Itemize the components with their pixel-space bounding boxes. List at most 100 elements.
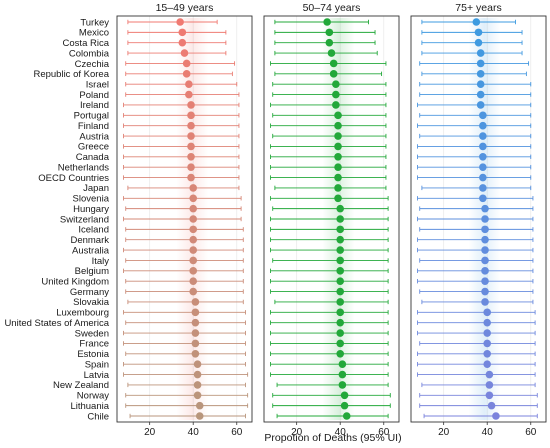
- estimate-point: [189, 267, 198, 275]
- estimate-point: [189, 225, 198, 234]
- country-label: Poland: [79, 90, 109, 101]
- estimate-point: [187, 152, 195, 161]
- estimate-point: [176, 18, 184, 26]
- estimate-point: [483, 308, 492, 317]
- estimate-point: [479, 132, 487, 140]
- estimate-point: [476, 101, 485, 109]
- estimate-point: [189, 256, 198, 265]
- country-label: Switzerland: [60, 214, 109, 225]
- estimate-point: [483, 349, 492, 358]
- estimate-point: [191, 349, 200, 358]
- country-label: Finland: [78, 121, 109, 132]
- estimate-point: [187, 132, 195, 140]
- estimate-point: [479, 121, 487, 130]
- estimate-point: [191, 329, 200, 337]
- estimate-point: [334, 121, 342, 130]
- estimate-point: [325, 38, 334, 47]
- estimate-point: [334, 142, 342, 151]
- estimate-point: [336, 204, 345, 213]
- x-tick-label: 20: [438, 427, 450, 438]
- x-tick-label: 40: [482, 427, 494, 438]
- country-label: Norway: [77, 391, 109, 402]
- country-label: Luxembourg: [56, 308, 109, 319]
- country-label: Greece: [78, 142, 109, 153]
- country-label: Netherlands: [58, 162, 109, 173]
- country-label: Belgium: [75, 266, 109, 277]
- country-label: Italy: [92, 256, 110, 267]
- country-label: United States of America: [4, 318, 109, 329]
- estimate-point: [189, 235, 198, 244]
- estimate-point: [476, 70, 485, 78]
- estimate-point: [474, 28, 483, 37]
- estimate-point: [329, 59, 338, 68]
- country-label: Germany: [70, 287, 109, 298]
- estimate-point: [479, 184, 487, 192]
- estimate-point: [334, 173, 342, 182]
- estimate-point: [481, 204, 489, 213]
- estimate-point: [479, 163, 487, 171]
- panel-border: [116, 15, 253, 423]
- country-label: Australia: [72, 245, 110, 256]
- country-label: Slovenia: [73, 194, 110, 205]
- estimate-point: [187, 111, 195, 120]
- estimate-point: [338, 360, 347, 368]
- estimate-point: [483, 339, 492, 348]
- estimate-point: [481, 246, 489, 254]
- estimate-point: [189, 204, 198, 213]
- x-tick-label: 60: [231, 427, 243, 438]
- estimate-point: [336, 225, 345, 234]
- panel-title: 50–74 years: [303, 2, 361, 14]
- estimate-point: [187, 142, 195, 151]
- estimate-point: [485, 391, 494, 400]
- estimate-point: [189, 246, 198, 254]
- estimate-point: [479, 152, 487, 161]
- country-label: Spain: [85, 359, 109, 370]
- estimate-point: [474, 38, 483, 47]
- country-label: Costa Rica: [63, 38, 110, 49]
- estimate-point: [336, 308, 345, 317]
- estimate-point: [336, 246, 345, 254]
- estimate-point: [479, 173, 487, 182]
- estimate-point: [481, 256, 489, 265]
- estimate-point: [336, 318, 345, 327]
- estimate-point: [334, 184, 342, 192]
- estimate-point: [325, 28, 334, 37]
- estimate-point: [481, 225, 489, 234]
- estimate-point: [334, 152, 342, 161]
- estimate-point: [340, 391, 349, 400]
- panel-border: [263, 15, 400, 423]
- panel: 50–74 years 20 40 60: [263, 2, 400, 438]
- estimate-point: [481, 267, 489, 275]
- estimate-point: [336, 329, 345, 337]
- estimate-point: [182, 59, 191, 68]
- estimate-point: [191, 298, 200, 306]
- estimate-point: [180, 49, 189, 57]
- estimate-point: [481, 235, 489, 244]
- estimate-point: [195, 412, 204, 420]
- estimate-point: [336, 277, 345, 286]
- estimate-point: [476, 90, 485, 99]
- estimate-point: [336, 235, 345, 244]
- country-label: Iceland: [78, 225, 109, 236]
- country-label: Colombia: [69, 48, 110, 59]
- estimate-point: [185, 80, 193, 89]
- estimate-point: [481, 298, 489, 306]
- country-label: Canada: [76, 152, 110, 163]
- estimate-point: [342, 412, 351, 420]
- x-tick-label: 40: [335, 427, 347, 438]
- estimate-point: [483, 360, 492, 368]
- estimate-point: [193, 360, 202, 368]
- estimate-point: [323, 18, 331, 26]
- estimate-point: [336, 256, 345, 265]
- estimate-point: [487, 401, 496, 410]
- estimate-point: [193, 381, 202, 389]
- estimate-point: [187, 121, 195, 130]
- estimate-point: [193, 370, 202, 379]
- estimate-point: [336, 298, 345, 306]
- estimate-point: [334, 194, 342, 203]
- estimate-point: [332, 90, 340, 99]
- estimate-point: [483, 329, 492, 337]
- estimate-point: [193, 391, 202, 400]
